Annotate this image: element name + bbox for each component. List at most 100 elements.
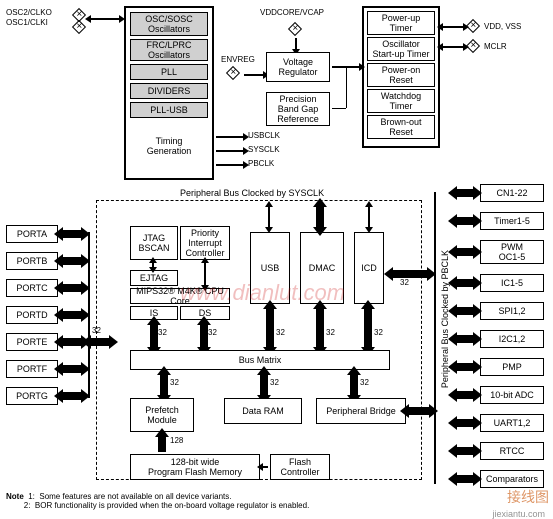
arrow-porta bbox=[62, 230, 82, 238]
mips-box: MIPS32® M4K® CPU Core bbox=[130, 288, 230, 304]
label-osc1: OSC1/CLKI bbox=[6, 18, 48, 27]
note-2-text: BOR functionality is provided when the o… bbox=[35, 501, 309, 510]
osc-column: OSC/SOSCOscillators FRC/LPRCOscillators … bbox=[124, 6, 214, 180]
lbl-128: 128 bbox=[170, 436, 183, 445]
usb-box: USB bbox=[250, 232, 290, 304]
porte-box: PORTE bbox=[6, 333, 58, 351]
note-1-text: Some features are not available on all d… bbox=[39, 492, 231, 501]
prefetch-box: PrefetchModule bbox=[130, 398, 194, 432]
lbl-ram-32: 32 bbox=[270, 378, 279, 387]
arrow-bm-pbridge bbox=[350, 374, 358, 396]
pmp-box: PMP bbox=[480, 358, 544, 376]
arrow-ic bbox=[456, 279, 474, 287]
pic-box: PriorityInterruptController bbox=[180, 226, 230, 260]
portf-box: PORTF bbox=[6, 360, 58, 378]
arrow-bm-prefetch bbox=[160, 374, 168, 396]
watchdog-box: WatchdogTimer bbox=[367, 89, 435, 113]
bandgap-box: PrecisionBand GapReference bbox=[266, 92, 330, 126]
arrow-bm-right bbox=[392, 270, 428, 278]
portg-box: PORTG bbox=[6, 387, 58, 405]
arrow-mclr bbox=[442, 46, 464, 48]
portc-box: PORTC bbox=[6, 279, 58, 297]
brownout-box: Brown-outReset bbox=[367, 115, 435, 139]
arrow-usb-top bbox=[268, 206, 270, 228]
cn-box: CN1-22 bbox=[480, 184, 544, 202]
jtag-box: JTAGBSCAN bbox=[130, 226, 178, 260]
pbridge-box: Peripheral Bridge bbox=[316, 398, 406, 424]
arrow-vddcore bbox=[295, 38, 297, 50]
frc-lprc-box: FRC/LPRCOscillators bbox=[130, 39, 208, 61]
pll-box: PLL bbox=[130, 64, 208, 80]
arrow-pbclk bbox=[216, 164, 244, 166]
label-pbclk: PBCLK bbox=[248, 159, 274, 168]
label-usbclk: USBCLK bbox=[248, 131, 280, 140]
portd-box: PORTD bbox=[6, 306, 58, 324]
rtcc-box: RTCC bbox=[480, 442, 544, 460]
arrow-portf bbox=[62, 365, 82, 373]
watermark-url: jiexiantu.com bbox=[492, 509, 545, 519]
arrow-portg bbox=[62, 392, 82, 400]
uart-box: UART1,2 bbox=[480, 414, 544, 432]
arrow-timer bbox=[456, 217, 474, 225]
arrow-portb bbox=[62, 257, 82, 265]
arrow-ports-core bbox=[90, 338, 110, 346]
pin-vddcore bbox=[288, 22, 302, 36]
dataram-box: Data RAM bbox=[224, 398, 302, 424]
ic-box: IC1-5 bbox=[480, 274, 544, 292]
arrow-uart bbox=[456, 419, 474, 427]
pin-osc1 bbox=[72, 20, 86, 34]
arrow-spi bbox=[456, 307, 474, 315]
lbl-bm-right-32: 32 bbox=[400, 278, 409, 287]
arrow-rtcc bbox=[456, 447, 474, 455]
arrow-flashctl-flash bbox=[262, 466, 268, 468]
lbl-is-32: 32 bbox=[158, 328, 167, 337]
lbl-pb-32: 32 bbox=[360, 378, 369, 387]
arrow-flash-prefetch bbox=[158, 436, 166, 452]
arrow-dmac-top bbox=[316, 206, 324, 228]
arrow-porte bbox=[62, 338, 82, 346]
line-bg1 bbox=[332, 108, 346, 109]
lbl-pf-32: 32 bbox=[170, 378, 179, 387]
lbl-ds-32: 32 bbox=[208, 328, 217, 337]
comp-box: Comparators bbox=[480, 470, 544, 488]
line-bg2 bbox=[346, 66, 347, 108]
porta-box: PORTA bbox=[6, 225, 58, 243]
flash-box: 128-bit wideProgram Flash Memory bbox=[130, 454, 260, 480]
arrow-is-bm bbox=[150, 324, 158, 348]
note-2-num: 2: bbox=[24, 501, 31, 510]
arrow-osc bbox=[90, 18, 120, 20]
arrow-bm-ram bbox=[260, 374, 268, 396]
arrow-vcc bbox=[442, 26, 464, 28]
arrow-pbridge-right bbox=[408, 407, 430, 415]
label-portbus-32: 32 bbox=[92, 326, 101, 335]
lbl-dmac-32: 32 bbox=[326, 328, 335, 337]
arrow-cn bbox=[456, 189, 474, 197]
arrow-icd-top bbox=[368, 206, 370, 228]
pin-envreg bbox=[226, 66, 240, 80]
timer-box: Timer1-5 bbox=[480, 212, 544, 230]
arrow-icd-bm bbox=[364, 308, 372, 348]
port-bus-vline bbox=[88, 232, 90, 398]
arrow-portc bbox=[62, 284, 82, 292]
spi-box: SPI1,2 bbox=[480, 302, 544, 320]
arrow-pwm bbox=[456, 248, 474, 256]
arrow-envreg bbox=[244, 74, 264, 76]
arrow-i2c bbox=[456, 335, 474, 343]
pwm-box: PWMOC1-5 bbox=[480, 240, 544, 264]
osc-sosc-box: OSC/SOSCOscillators bbox=[130, 12, 208, 36]
icd-box: ICD bbox=[354, 232, 384, 304]
arrow-pic-mips bbox=[204, 262, 206, 286]
arrow-sysclk bbox=[216, 150, 244, 152]
label-vddcore: VDDCORE/VCAP bbox=[260, 8, 324, 17]
label-envreg: ENVREG bbox=[221, 55, 255, 64]
poweron-reset-box: Power-onReset bbox=[367, 63, 435, 87]
reset-column: Power-upTimer OscillatorStart-up Timer P… bbox=[362, 6, 440, 148]
arrow-usbclk bbox=[216, 136, 244, 138]
arrow-ds-bm bbox=[200, 324, 208, 348]
dividers-box: DIVIDERS bbox=[130, 83, 208, 99]
note-1-num: 1: bbox=[28, 492, 35, 501]
vreg-box: VoltageRegulator bbox=[266, 52, 330, 82]
right-bus-vline bbox=[434, 192, 436, 484]
pll-usb-box: PLL-USB bbox=[130, 102, 208, 118]
arrow-pmp bbox=[456, 363, 474, 371]
